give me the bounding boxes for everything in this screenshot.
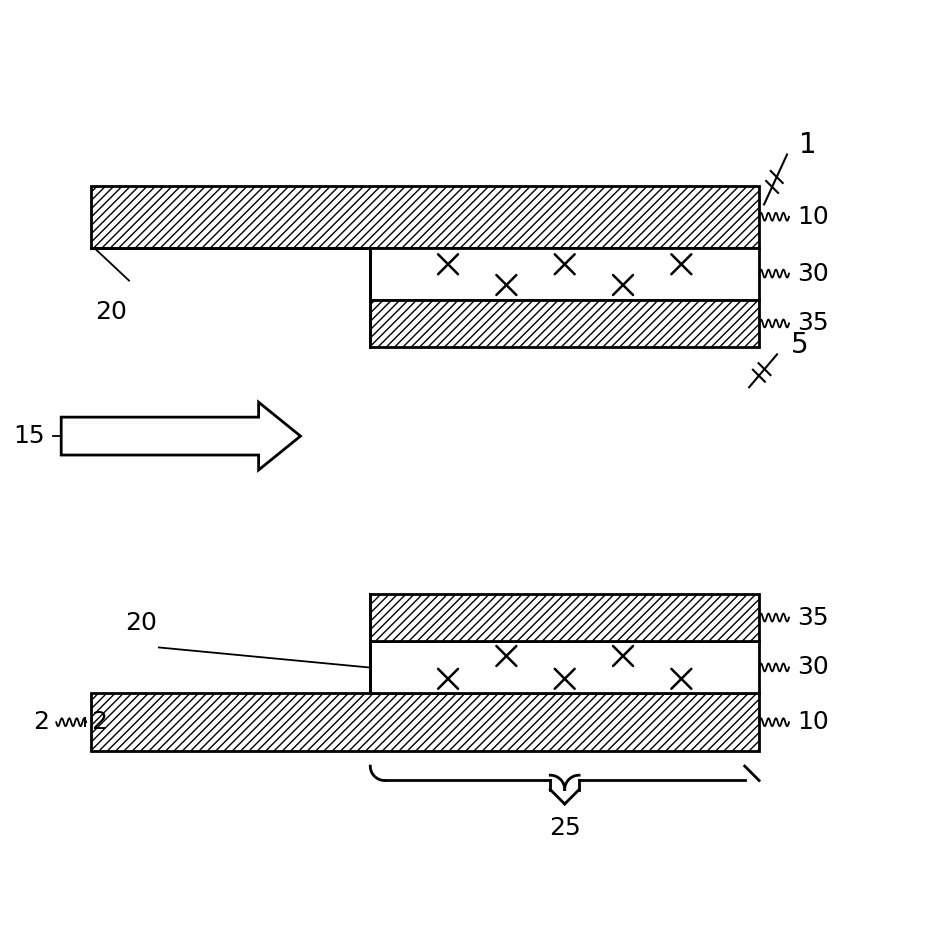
Bar [91, 185, 759, 248]
Bar [91, 693, 759, 751]
Text: 2: 2 [33, 710, 49, 734]
Text: 30: 30 [797, 655, 829, 679]
Text: 35: 35 [797, 311, 829, 336]
Text: 10: 10 [797, 710, 829, 734]
Text: 20: 20 [125, 611, 157, 636]
Text: 15: 15 [14, 424, 45, 448]
Text: 2: 2 [91, 710, 108, 734]
Text: 10: 10 [797, 205, 829, 228]
Polygon shape [61, 403, 300, 470]
Bar [370, 299, 759, 348]
Bar [370, 641, 759, 693]
Text: 1: 1 [799, 130, 817, 158]
Text: 30: 30 [797, 262, 829, 285]
Text: 20: 20 [95, 300, 127, 324]
Text: 25: 25 [549, 816, 580, 840]
Text: 35: 35 [797, 606, 829, 629]
Bar [370, 594, 759, 641]
Bar [370, 248, 759, 299]
Text: 5: 5 [791, 332, 808, 360]
